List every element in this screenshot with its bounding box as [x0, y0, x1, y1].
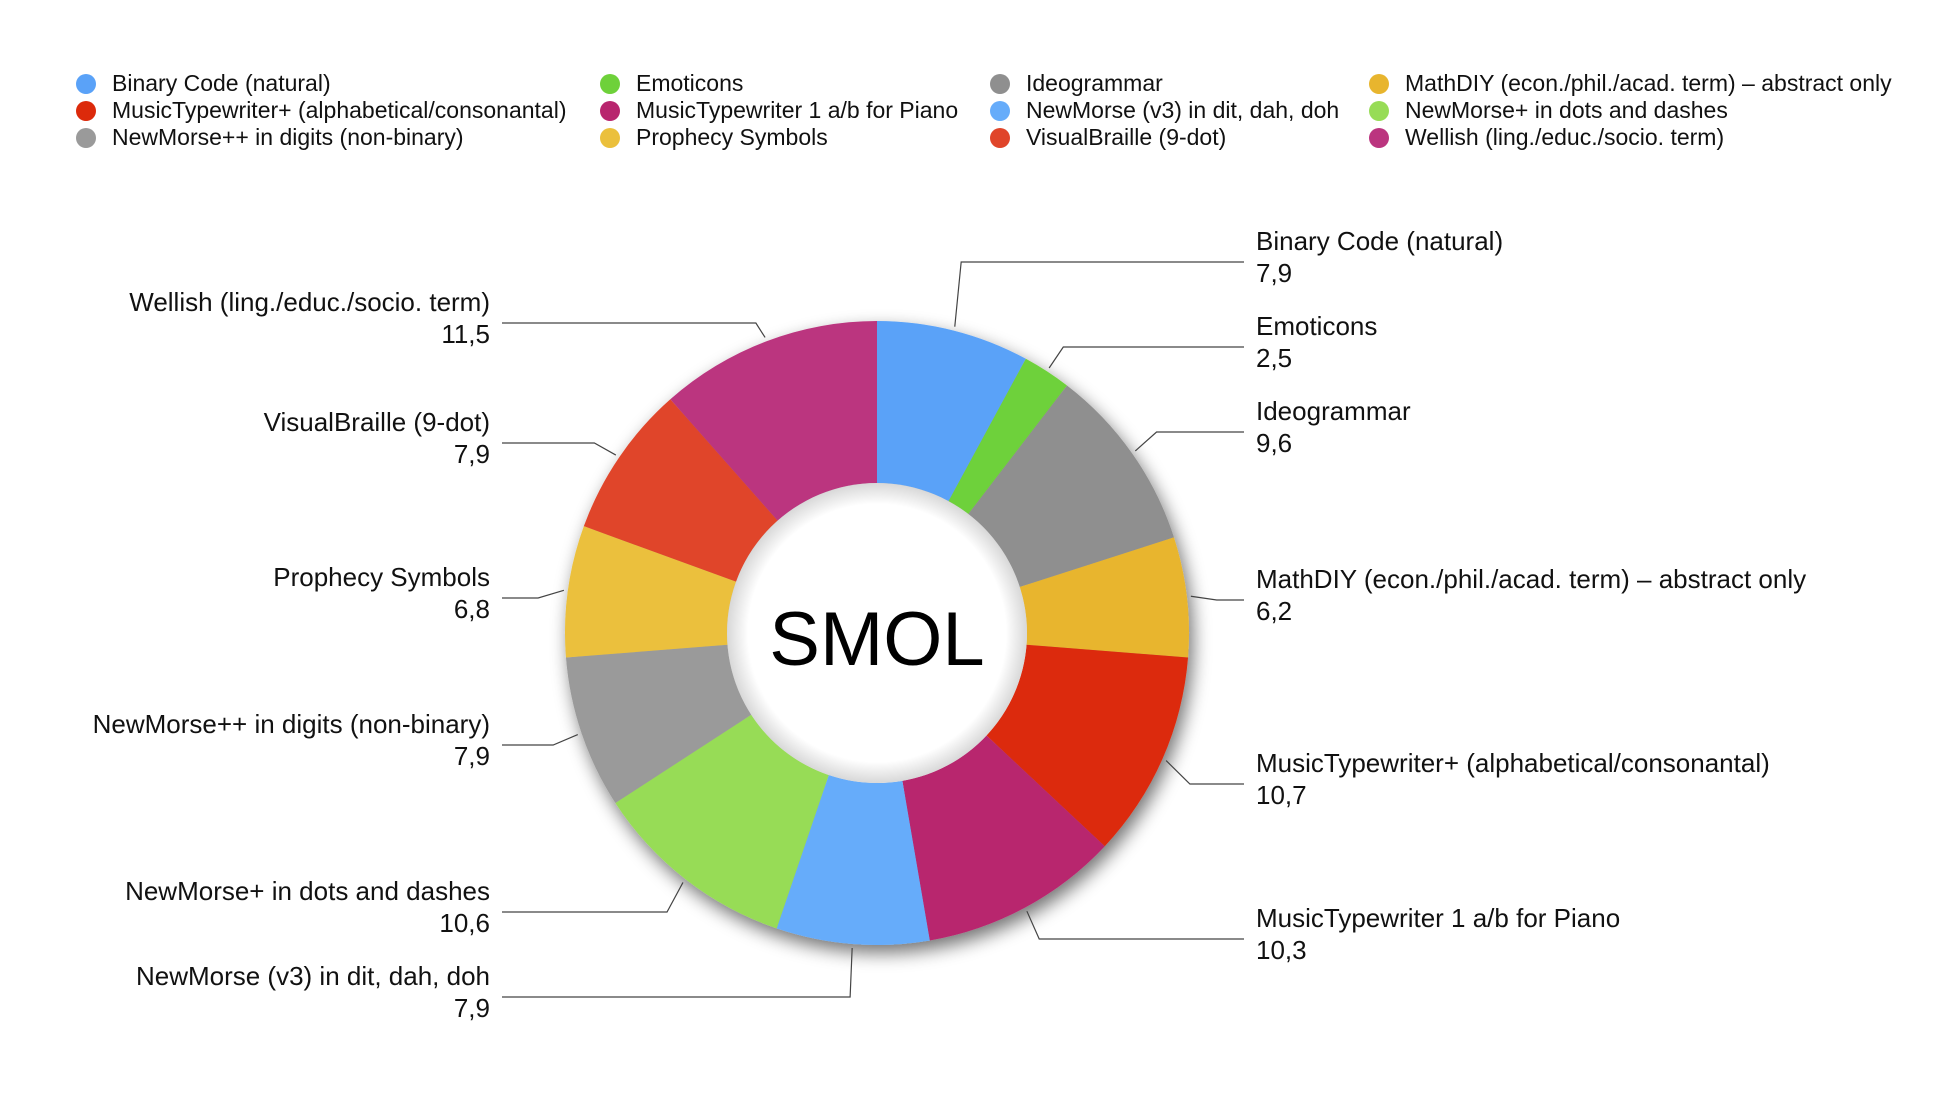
slice-label: Wellish (ling./educ./socio. term) [129, 287, 490, 317]
slice-value-label: 7,9 [454, 993, 490, 1023]
legend-item: VisualBraille (9-dot) [990, 124, 1226, 151]
slice-label: NewMorse++ in digits (non-binary) [93, 709, 490, 739]
donut-slice [565, 644, 752, 803]
slice-label: NewMorse+ in dots and dashes [125, 876, 490, 906]
legend-label: NewMorse+ in dots and dashes [1405, 97, 1728, 123]
legend-swatch [990, 100, 1010, 121]
slice-label: MathDIY (econ./phil./acad. term) – abstr… [1256, 564, 1806, 594]
leader-line [1190, 595, 1244, 601]
slice-value-label: 7,9 [454, 439, 490, 469]
legend-item: Wellish (ling./educ./socio. term) [1369, 124, 1724, 151]
legend-swatch [76, 100, 96, 121]
leader-line [502, 589, 565, 599]
slice-label: MusicTypewriter 1 a/b for Piano [1256, 903, 1620, 933]
slice-label: VisualBraille (9-dot) [264, 407, 490, 437]
slice-label: Ideogrammar [1256, 396, 1411, 426]
legend-swatch [1369, 100, 1389, 121]
slice-value-label: 7,9 [1256, 258, 1292, 288]
legend-swatch [990, 127, 1010, 148]
slice-value-label: 11,5 [441, 319, 490, 349]
donut-slice [583, 399, 778, 582]
legend-item: Binary Code (natural) [76, 70, 331, 97]
legend-item: Ideogrammar [990, 70, 1163, 97]
legend-swatch [1369, 73, 1389, 94]
leader-line [954, 261, 1244, 327]
legend-item: Prophecy Symbols [600, 124, 828, 151]
legend-swatch [600, 100, 620, 121]
slice-value-label: 9,6 [1256, 428, 1292, 458]
legend-label: NewMorse++ in digits (non-binary) [112, 124, 464, 150]
leader-line [1026, 910, 1244, 940]
legend-item: NewMorse+ in dots and dashes [1369, 97, 1728, 124]
slice-label: NewMorse (v3) in dit, dah, doh [136, 961, 490, 991]
donut-slice [968, 385, 1174, 588]
legend-item: MusicTypewriter 1 a/b for Piano [600, 97, 958, 124]
donut-center-label: SMOL [769, 597, 984, 682]
legend-item: MathDIY (econ./phil./acad. term) – abstr… [1369, 70, 1892, 97]
legend-item: Emoticons [600, 70, 743, 97]
legend-label: Binary Code (natural) [112, 70, 331, 96]
chart-legend: Binary Code (natural) Emoticons Ideogramma… [76, 70, 1936, 160]
legend-label: Prophecy Symbols [636, 124, 828, 150]
donut-slice [615, 714, 829, 929]
slice-value-label: 7,9 [454, 741, 490, 771]
slice-value-label: 6,2 [1256, 596, 1292, 626]
legend-swatch [600, 73, 620, 94]
legend-label: MathDIY (econ./phil./acad. term) – abstr… [1405, 70, 1892, 96]
slice-value-label: 2,5 [1256, 343, 1292, 373]
slice-value-label: 10,3 [1256, 935, 1307, 965]
leader-line [502, 322, 766, 338]
legend-label: Ideogrammar [1026, 70, 1163, 96]
leader-line [1165, 760, 1244, 785]
donut-slice [565, 526, 737, 658]
donut-slice [877, 321, 1026, 502]
legend-swatch [76, 73, 96, 94]
slice-label: Emoticons [1256, 311, 1377, 341]
legend-label: MusicTypewriter 1 a/b for Piano [636, 97, 959, 123]
leader-line [502, 882, 684, 913]
legend-label: MusicTypewriter+ (alphabetical/consonant… [112, 97, 567, 123]
legend-label: Emoticons [636, 70, 744, 96]
donut-slice [670, 321, 877, 521]
legend-item: NewMorse (v3) in dit, dah, doh [990, 97, 1339, 124]
slice-label: Binary Code (natural) [1256, 226, 1503, 256]
leader-line [502, 442, 617, 456]
legend-item: NewMorse++ in digits (non-binary) [76, 124, 464, 151]
legend-label: NewMorse (v3) in dit, dah, doh [1026, 97, 1340, 123]
legend-swatch [990, 73, 1010, 94]
leader-line [1134, 431, 1244, 452]
slice-value-label: 10,7 [1256, 780, 1307, 810]
leader-line [1048, 346, 1244, 369]
donut-slice [776, 775, 930, 946]
slice-label: Prophecy Symbols [273, 562, 490, 592]
slice-label: MusicTypewriter+ (alphabetical/consonant… [1256, 748, 1770, 778]
legend-label: VisualBraille (9-dot) [1026, 124, 1227, 150]
slice-value-label: 6,8 [454, 594, 490, 624]
donut-hole [727, 483, 1027, 783]
donut-slice [902, 735, 1105, 941]
donut-slice [948, 358, 1067, 515]
donut-slice [1019, 537, 1189, 658]
leader-line [502, 947, 853, 998]
legend-swatch [1369, 127, 1389, 148]
legend-label: Wellish (ling./educ./socio. term) [1405, 124, 1725, 150]
slice-value-label: 10,6 [439, 908, 490, 938]
legend-item: MusicTypewriter+ (alphabetical/consonant… [76, 97, 566, 124]
legend-swatch [76, 127, 96, 148]
donut-slice [986, 644, 1189, 847]
leader-line [502, 734, 579, 746]
legend-swatch [600, 127, 620, 148]
